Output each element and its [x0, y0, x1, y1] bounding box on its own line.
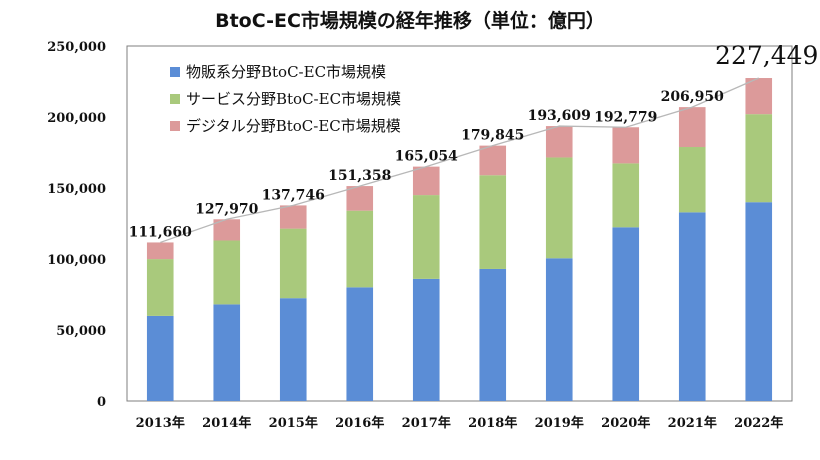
- total-line-group: [160, 77, 760, 244]
- bar-segment-1-7: [545, 258, 573, 401]
- bar-segment-2-3: [279, 228, 307, 299]
- bar-segment-3-1: [146, 242, 174, 260]
- bar-segment-1-5: [412, 278, 440, 401]
- legend-label: デジタル分野BtoC-EC市場規模: [186, 117, 401, 135]
- x-tick-label: 2021年: [668, 415, 717, 431]
- y-tick-label: 250,000: [47, 40, 106, 55]
- total-data-label: 151,358: [328, 168, 391, 184]
- total-data-label: 179,845: [461, 128, 524, 144]
- chart-title: BtoC-EC市場規模の経年推移（単位：億円）: [215, 10, 605, 32]
- x-tick-label: 2013年: [136, 415, 185, 431]
- bar-segment-1-10: [745, 202, 773, 401]
- bar-segment-3-5: [412, 166, 440, 196]
- bar-segment-2-1: [146, 259, 174, 316]
- bar-segment-3-6: [479, 145, 507, 176]
- total-data-label: 227,449: [715, 41, 818, 70]
- legend-swatch: [170, 67, 180, 77]
- bar-segment-2-4: [346, 210, 374, 288]
- x-axis: 2013年 2014年 2015年 2016年 2017年 2018年 2019年 2020年…: [136, 415, 784, 431]
- x-tick-label: 2015年: [269, 415, 318, 431]
- total-data-label: 165,054: [395, 149, 459, 165]
- y-tick-label: 50,000: [56, 324, 106, 339]
- bar-segment-2-7: [545, 157, 573, 259]
- bar-segment-1-1: [146, 315, 174, 401]
- total-data-label: 206,950: [661, 89, 725, 105]
- y-axis: 0 50,000 100,000 150,000 200,000 250,000: [47, 40, 106, 410]
- bar-segment-2-2: [213, 240, 241, 305]
- y-tick-label: 0: [97, 395, 106, 410]
- legend-swatch: [170, 121, 180, 131]
- legend-swatch: [170, 94, 180, 104]
- bar-segment-3-3: [279, 205, 307, 229]
- bar-segment-2-5: [412, 195, 440, 279]
- bar-segment-1-4: [346, 287, 374, 401]
- bar-segment-1-6: [479, 268, 507, 401]
- legend-label: サービス分野BtoC-EC市場規模: [186, 90, 401, 108]
- y-tick-label: 150,000: [47, 182, 106, 197]
- x-tick-label: 2018年: [468, 415, 517, 431]
- bar-segment-3-9: [678, 107, 706, 148]
- bar-segment-1-3: [279, 298, 307, 401]
- data-labels: 111,660127,970137,746151,358165,054179,8…: [129, 41, 819, 240]
- total-data-label: 111,660: [129, 224, 193, 240]
- plot-frame: [126, 45, 793, 402]
- total-data-label: 192,779: [594, 109, 657, 125]
- total-data-label: 193,609: [528, 108, 591, 124]
- y-tick-label: 200,000: [47, 111, 106, 126]
- x-tick-label: 2022年: [734, 415, 783, 431]
- bar-segment-3-2: [213, 219, 241, 241]
- bar-segment-3-4: [346, 186, 374, 211]
- x-tick-label: 2019年: [535, 415, 584, 431]
- bar-segment-2-10: [745, 114, 773, 203]
- bars-group: [146, 78, 773, 401]
- x-tick-label: 2017年: [402, 415, 451, 431]
- total-data-label: 127,970: [195, 201, 259, 217]
- bar-segment-1-2: [213, 304, 241, 401]
- bar-segment-3-8: [612, 127, 640, 164]
- bar-segment-3-7: [545, 126, 573, 158]
- legend-label: 物販系分野BtoC-EC市場規模: [186, 63, 386, 81]
- bar-segment-2-6: [479, 175, 507, 269]
- bar-segment-1-9: [678, 212, 706, 401]
- bar-segment-1-8: [612, 227, 640, 401]
- total-trend-line: [160, 77, 760, 244]
- x-tick-label: 2014年: [202, 415, 251, 431]
- x-tick-label: 2016年: [335, 415, 384, 431]
- bar-segment-2-8: [612, 163, 640, 228]
- bar-segment-3-10: [745, 78, 773, 115]
- total-data-label: 137,746: [262, 187, 325, 203]
- x-tick-label: 2020年: [601, 415, 650, 431]
- bar-segment-2-9: [678, 147, 706, 213]
- y-tick-label: 100,000: [47, 253, 106, 268]
- legend: 物販系分野BtoC-EC市場規模サービス分野BtoC-EC市場規模デジタル分野B…: [170, 63, 401, 135]
